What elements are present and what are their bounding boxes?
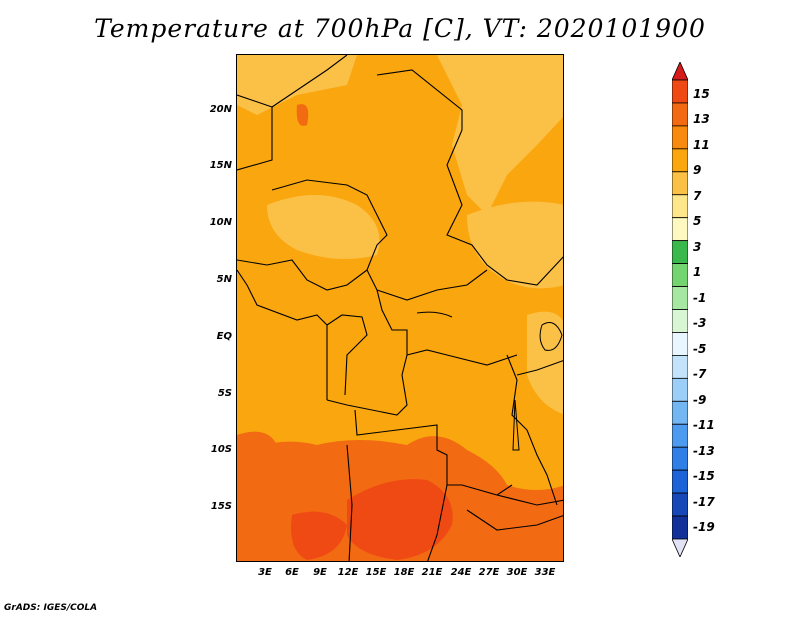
lat-tick-label: 15N <box>209 160 232 171</box>
colorbar-label: -19 <box>693 520 715 535</box>
colorbar-label: -9 <box>693 392 707 407</box>
hot-region-southwest <box>291 511 347 560</box>
colorbar-label: -3 <box>693 316 707 331</box>
colorbar-swatch <box>671 332 689 356</box>
colorbar-label: -13 <box>693 443 715 458</box>
lon-tick-label: 9E <box>313 567 327 578</box>
colorbar-label: 11 <box>693 137 710 152</box>
colorbar-swatch <box>671 125 689 150</box>
hot-region-south-center <box>347 479 453 560</box>
warm-spot-north <box>296 104 309 126</box>
lat-tick-label: EQ <box>216 331 232 342</box>
colorbar-swatch <box>671 469 689 494</box>
colorbar-swatch <box>671 423 689 448</box>
colorbar-label: 3 <box>693 239 702 254</box>
lon-tick-label: 30E <box>506 567 528 578</box>
map-canvas <box>237 55 563 561</box>
cool-region-east <box>527 311 563 415</box>
colorbar-swatch <box>671 377 689 402</box>
colorbar-label: 15 <box>693 86 710 101</box>
cool-region-northeast <box>437 55 563 215</box>
colorbar-swatch <box>671 286 689 310</box>
warm-region-southwest <box>237 431 277 465</box>
colorbar-swatch <box>671 492 689 517</box>
colorbar-swatch <box>671 263 689 287</box>
colorbar-swatch <box>671 309 689 333</box>
temperature-map <box>236 54 564 562</box>
colorbar-swatch <box>671 515 689 540</box>
colorbar-swatch <box>671 79 689 104</box>
cool-region-central-east <box>467 201 563 289</box>
colorbar-label: -15 <box>693 469 715 484</box>
colorbar-swatches <box>671 61 689 558</box>
colorbar-label: 13 <box>693 112 710 127</box>
colorbar-label: -1 <box>693 290 707 305</box>
lon-tick-label: 6E <box>285 567 299 578</box>
colorbar-label: 9 <box>693 163 702 178</box>
lat-tick-label: 20N <box>209 104 232 115</box>
colorbar-label: 5 <box>693 214 702 229</box>
lon-tick-label: 21E <box>421 567 443 578</box>
colorbar-label: 7 <box>693 188 702 203</box>
colorbar-label: -5 <box>693 341 707 356</box>
lat-tick-label: 10N <box>209 217 232 228</box>
colorbar-swatch <box>671 446 689 471</box>
lon-tick-label: 33E <box>534 567 556 578</box>
lat-tick-label: 15S <box>210 501 232 512</box>
colorbar-swatch <box>671 217 689 242</box>
colorbar-swatch <box>671 102 689 127</box>
lon-tick-label: 18E <box>393 567 415 578</box>
colorbar-swatch <box>671 194 689 219</box>
lakes <box>416 311 563 451</box>
lon-tick-label: 12E <box>337 567 359 578</box>
colorbar-swatch <box>671 171 689 196</box>
lat-tick-label: 5S <box>217 388 232 399</box>
software-credit: GrADS: IGES/COLA <box>4 603 98 613</box>
lon-tick-label: 15E <box>365 567 387 578</box>
political-boundaries <box>237 55 563 561</box>
lon-tick-label: 24E <box>450 567 472 578</box>
colorbar-bottom-arrow <box>671 538 689 558</box>
lon-tick-label: 27E <box>478 567 500 578</box>
cool-region-central-west <box>267 195 380 259</box>
colorbar-swatch <box>671 400 689 425</box>
colorbar-label: 1 <box>693 265 702 280</box>
colorbar-swatch <box>671 240 689 264</box>
lon-tick-label: 3E <box>258 567 272 578</box>
colorbar-top-arrow <box>671 61 689 81</box>
colorbar-swatch <box>671 148 689 173</box>
colorbar-swatch <box>671 354 689 379</box>
colorbar-label: -17 <box>693 494 715 509</box>
lat-tick-label: 5N <box>216 274 232 285</box>
chart-title: Temperature at 700hPa [C], VT: 202010190… <box>94 14 706 43</box>
colorbar <box>671 61 689 558</box>
colorbar-label: -11 <box>693 418 715 433</box>
lat-tick-label: 10S <box>210 444 232 455</box>
colorbar-label: -7 <box>693 367 707 382</box>
